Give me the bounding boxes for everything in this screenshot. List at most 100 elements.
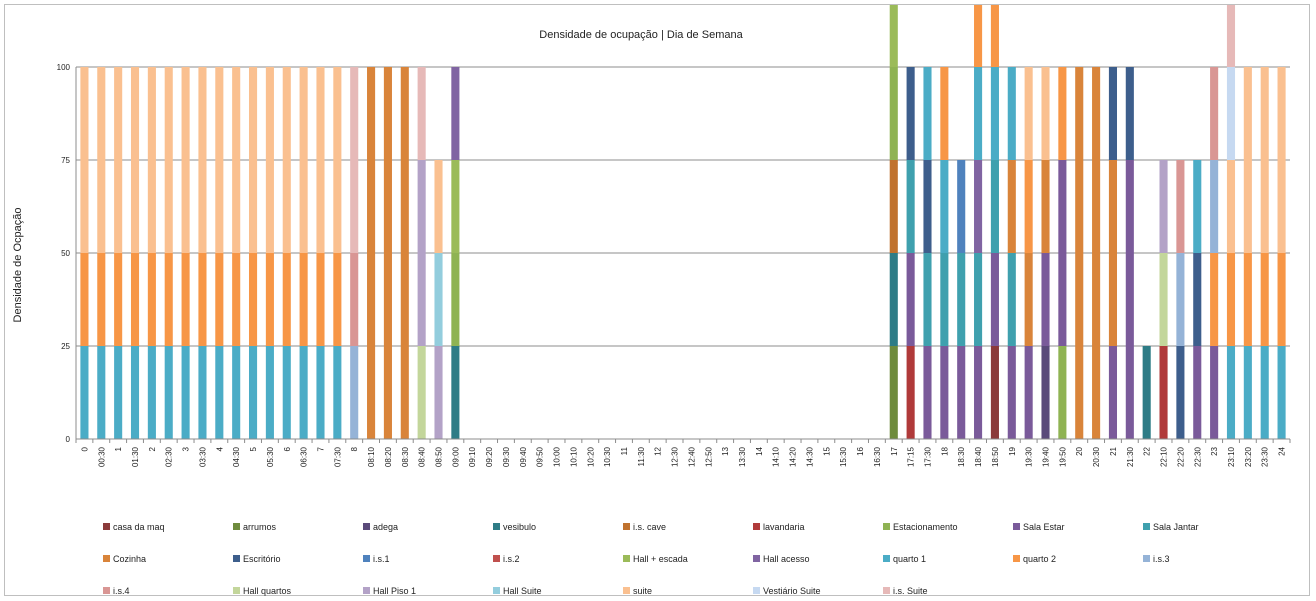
bar-segment — [198, 253, 207, 346]
legend-swatch — [753, 523, 760, 530]
bar-segment — [1226, 346, 1236, 439]
x-tick-label: 24 — [1278, 446, 1287, 455]
legend-label: Sala Jantar — [1153, 522, 1199, 532]
axes — [75, 67, 1291, 443]
legend-swatch — [1143, 523, 1150, 530]
bar-segment — [451, 253, 460, 346]
y-tick-label: 75 — [61, 156, 70, 165]
bar-segment — [923, 346, 932, 439]
bar-segment — [1277, 67, 1286, 253]
x-tick-label: 23 — [1210, 446, 1219, 455]
bar-segment — [265, 67, 274, 253]
bar-segment — [299, 253, 308, 346]
legend-swatch — [103, 523, 110, 530]
x-tick-label: 13:30 — [738, 446, 747, 467]
chart-frame: Densidade de ocupação | Dia de Semana De… — [4, 4, 1310, 596]
bar-segment — [164, 346, 173, 439]
legend-label: quarto 1 — [893, 554, 926, 564]
legend-swatch — [233, 555, 240, 562]
x-tick-label: 4 — [215, 446, 224, 451]
y-tick-labels: 0 25 50 75 100 — [57, 63, 71, 444]
legend-label: Sala Estar — [1023, 522, 1065, 532]
legend-swatch — [1013, 555, 1020, 562]
bar-segment — [80, 346, 89, 439]
x-tick-label: 08:50 — [435, 446, 444, 467]
x-tick-label: 09:20 — [485, 446, 494, 467]
x-tick-label: 08:40 — [418, 446, 427, 467]
bar-segment — [1007, 346, 1016, 439]
legend-swatch — [883, 555, 890, 562]
bar-segment — [232, 253, 241, 346]
x-tick-label: 1 — [114, 446, 123, 451]
x-tick-label: 12 — [654, 446, 663, 455]
bar-segment — [1058, 346, 1067, 439]
legend-label: i.s.3 — [1153, 554, 1170, 564]
x-tick-label: 18:50 — [991, 446, 1000, 467]
x-tick-label: 20 — [1075, 446, 1084, 455]
bar-segment — [1108, 67, 1118, 160]
x-tick-label: 11 — [620, 446, 629, 455]
x-tick-label: 01:30 — [131, 446, 140, 467]
bar-segment — [248, 346, 258, 439]
bar-segment — [265, 346, 274, 439]
bar-segment — [1058, 160, 1067, 346]
bar-segment — [906, 67, 915, 160]
x-tick-label: 20:30 — [1092, 446, 1101, 467]
x-tick-label: 19:40 — [1042, 446, 1051, 467]
x-tick-label: 2 — [148, 446, 157, 451]
bar-segment — [957, 346, 966, 439]
bar-segment — [923, 67, 932, 160]
bar-segment — [248, 253, 258, 346]
legend-label: Vestiário Suite — [763, 586, 821, 596]
bar-segment — [1041, 67, 1050, 160]
bar-segment — [889, 160, 898, 253]
legend-label: Hall quartos — [243, 586, 292, 596]
bar-segment — [1024, 67, 1033, 160]
gridlines — [76, 66, 1290, 440]
bar-segment — [114, 346, 123, 439]
x-tick-label: 18:40 — [974, 446, 983, 467]
legend-swatch — [363, 555, 370, 562]
x-tick-label: 09:10 — [468, 446, 477, 467]
bar-segment — [1041, 160, 1050, 253]
bar-segment — [434, 160, 443, 253]
legend-label: i.s.4 — [113, 586, 130, 596]
bar-segment — [974, 253, 983, 346]
bar-segment — [248, 67, 258, 253]
y-axis-label: Densidade de Ocpação — [12, 208, 24, 323]
bar-segment — [974, 346, 983, 439]
bar-segment — [198, 346, 207, 439]
bar-segment — [1277, 253, 1286, 346]
y-tick-label: 0 — [66, 435, 71, 444]
bar-segment — [80, 253, 89, 346]
bar-segment — [232, 346, 241, 439]
bar-segment — [1142, 346, 1151, 439]
bar-segment — [299, 67, 308, 253]
legend-label: Hall Suite — [503, 586, 542, 596]
x-tick-label: 12:30 — [671, 446, 680, 467]
bar-segment — [1210, 67, 1219, 160]
x-tick-label: 0 — [80, 446, 89, 451]
legend-label: i.s. Suite — [893, 586, 928, 596]
bar-segment — [232, 67, 241, 253]
x-tick-label: 00:30 — [97, 446, 106, 467]
legend-swatch — [623, 523, 630, 530]
legend-label: i.s. cave — [633, 522, 666, 532]
x-tick-label: 08:30 — [401, 446, 410, 467]
x-tick-label: 14:30 — [805, 446, 814, 467]
bar-segment — [1024, 346, 1033, 439]
bar-segment — [1193, 253, 1202, 346]
x-tick-label: 08:20 — [384, 446, 393, 467]
bar-segment — [1176, 253, 1185, 346]
legend-label: quarto 2 — [1023, 554, 1056, 564]
bar-segment — [130, 253, 140, 346]
x-tick-label: 12:40 — [687, 446, 696, 467]
x-tick-label: 07:30 — [333, 446, 342, 467]
bars — [80, 5, 1286, 439]
bar-segment — [1159, 160, 1168, 253]
bar-segment — [906, 253, 915, 346]
x-tick-label: 10:20 — [586, 446, 595, 467]
bar-segment — [1024, 253, 1033, 346]
legend-swatch — [623, 555, 630, 562]
x-tick-label: 10:10 — [569, 446, 578, 467]
